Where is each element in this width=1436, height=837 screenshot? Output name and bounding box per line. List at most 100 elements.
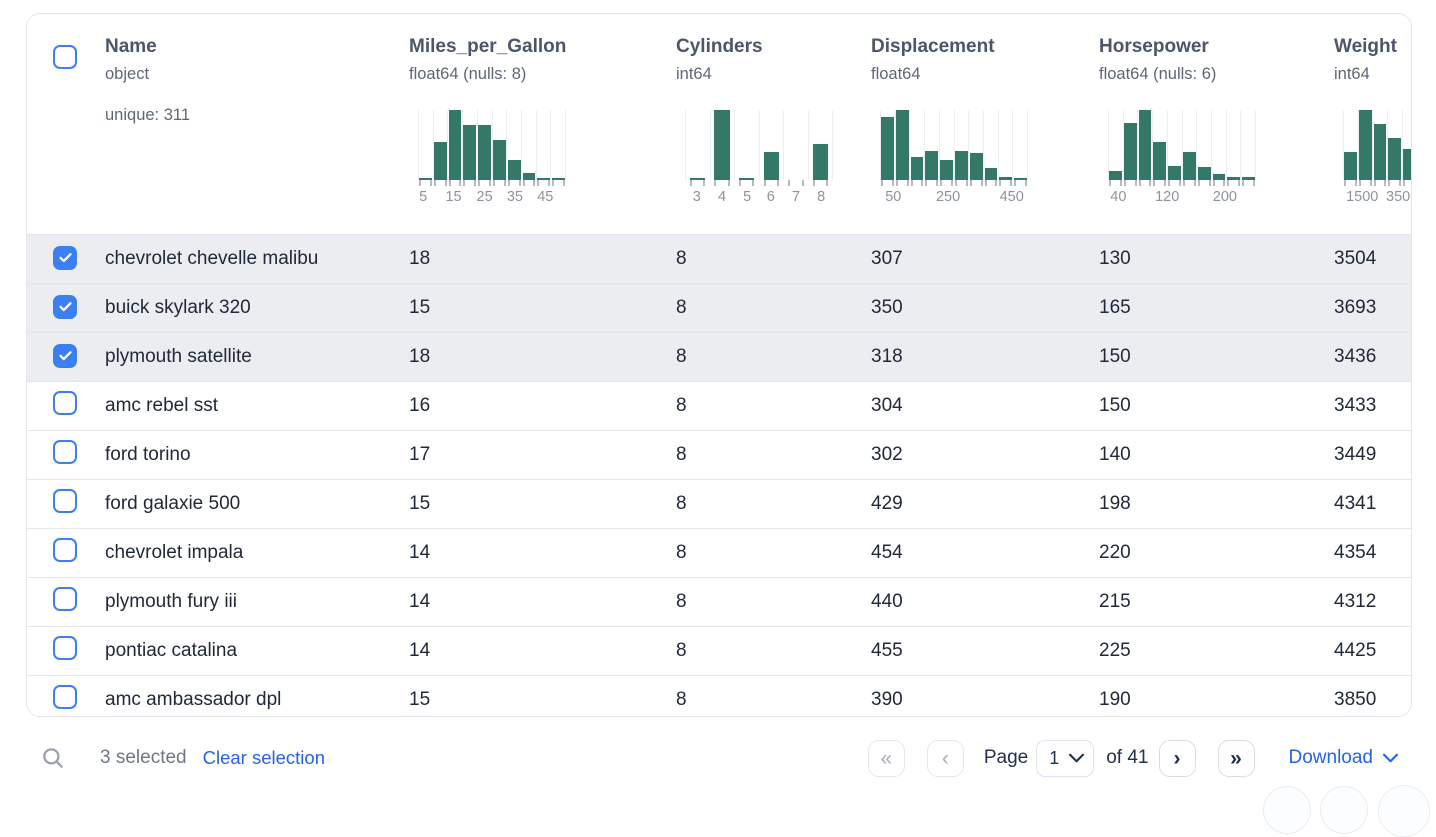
row-checkbox[interactable]: [53, 636, 77, 660]
cell-horsepower: 150: [1099, 346, 1131, 367]
column-unique-count: unique: 311: [105, 106, 191, 124]
cell-weight: 3693: [1334, 297, 1377, 318]
column-header-name[interactable]: Name object unique: 311: [105, 14, 409, 234]
column-dtype: int64: [676, 65, 712, 83]
row-checkbox-cell: [27, 343, 105, 371]
cell-name: chevrolet impala: [105, 542, 244, 563]
table-row[interactable]: chevrolet chevelle malibu 18 8 307 130 3…: [27, 234, 1411, 283]
data-table-card: Name object unique: 311 Miles_per_Gallon…: [26, 13, 1412, 717]
cell-displacement: 318: [871, 346, 903, 367]
download-label: Download: [1288, 747, 1374, 768]
column-title: Miles_per_Gallon: [409, 36, 567, 57]
row-checkbox[interactable]: [53, 538, 77, 562]
cell-cylinders: 8: [676, 346, 687, 367]
cell-displacement: 307: [871, 248, 903, 269]
page-select[interactable]: 1: [1036, 739, 1095, 777]
column-dtype: int64: [1334, 65, 1370, 83]
table-row[interactable]: plymouth satellite 18 8 318 150 3436: [27, 332, 1411, 381]
column-header-displacement[interactable]: Displacement float64 50 250 450: [871, 14, 1099, 234]
cell-name: amc rebel sst: [105, 395, 218, 416]
table-row[interactable]: plymouth fury iii 14 8 440 215 4312: [27, 577, 1411, 626]
floating-button-partial[interactable]: [1378, 785, 1430, 837]
cell-weight: 3850: [1334, 689, 1377, 710]
cell-displacement: 350: [871, 297, 903, 318]
column-title: Name: [105, 36, 157, 57]
floating-button-partial[interactable]: [1320, 786, 1368, 834]
cell-displacement: 440: [871, 591, 903, 612]
column-title: Weight: [1334, 36, 1397, 57]
cell-displacement: 454: [871, 542, 903, 563]
column-header-miles-per-gallon[interactable]: Miles_per_Gallon float64 (nulls: 8) 5 15 2…: [409, 14, 676, 234]
select-all-checkbox[interactable]: [53, 45, 77, 69]
search-icon[interactable]: [40, 745, 66, 771]
cell-displacement: 302: [871, 444, 903, 465]
histogram-weight: 15003500: [1343, 110, 1411, 211]
cell-name: plymouth satellite: [105, 346, 252, 367]
cell-cylinders: 8: [676, 689, 687, 710]
table-row[interactable]: ford torino 17 8 302 140 3449: [27, 430, 1411, 479]
download-menu[interactable]: Download: [1288, 747, 1398, 769]
cell-name: pontiac catalina: [105, 640, 238, 661]
cell-weight: 4341: [1334, 493, 1377, 514]
table-row[interactable]: pontiac catalina 14 8 455 225 4425: [27, 626, 1411, 675]
cell-miles-per-gallon: 15: [409, 297, 431, 318]
cell-displacement: 429: [871, 493, 903, 514]
row-checkbox[interactable]: [53, 440, 77, 464]
cell-weight: 3433: [1334, 395, 1377, 416]
column-dtype: object: [105, 65, 150, 83]
table-body: chevrolet chevelle malibu 18 8 307 130 3…: [27, 234, 1411, 716]
cell-name: plymouth fury iii: [105, 591, 237, 612]
cell-miles-per-gallon: 16: [409, 395, 431, 416]
cell-miles-per-gallon: 14: [409, 640, 431, 661]
prev-page-button[interactable]: ‹: [926, 739, 964, 777]
row-checkbox[interactable]: [53, 343, 77, 368]
column-dtype: float64 (nulls: 6): [1099, 65, 1217, 83]
table-row[interactable]: amc ambassador dpl 15 8 390 190 3850: [27, 675, 1411, 716]
last-page-button[interactable]: »: [1217, 739, 1255, 777]
header-checkbox-cell: [27, 14, 105, 234]
cell-weight: 4312: [1334, 591, 1377, 612]
first-page-button[interactable]: «: [867, 739, 905, 777]
column-header-horsepower[interactable]: Horsepower float64 (nulls: 6) 40 120 200: [1099, 14, 1334, 234]
next-page-button[interactable]: ›: [1158, 739, 1196, 777]
chevron-down-icon: [1383, 753, 1398, 763]
cell-cylinders: 8: [676, 395, 687, 416]
page-total-label: of 41: [1106, 747, 1149, 768]
column-title: Horsepower: [1099, 36, 1209, 57]
clear-selection-link[interactable]: Clear selection: [202, 747, 325, 768]
cell-horsepower: 220: [1099, 542, 1131, 563]
cell-weight: 3504: [1334, 248, 1377, 269]
cell-horsepower: 198: [1099, 493, 1131, 514]
cell-horsepower: 130: [1099, 248, 1131, 269]
row-checkbox-cell: [27, 636, 105, 666]
cell-horsepower: 150: [1099, 395, 1131, 416]
row-checkbox[interactable]: [53, 685, 77, 709]
table-row[interactable]: buick skylark 320 15 8 350 165 3693: [27, 283, 1411, 332]
table-row[interactable]: amc rebel sst 16 8 304 150 3433: [27, 381, 1411, 430]
cell-miles-per-gallon: 15: [409, 493, 431, 514]
row-checkbox[interactable]: [53, 294, 77, 319]
row-checkbox[interactable]: [53, 489, 77, 513]
chevron-down-icon: [1069, 753, 1085, 763]
row-checkbox[interactable]: [53, 245, 77, 270]
table-row[interactable]: ford galaxie 500 15 8 429 198 4341: [27, 479, 1411, 528]
column-header-weight[interactable]: Weight int64 15003500: [1334, 14, 1411, 234]
row-checkbox-cell: [27, 489, 105, 519]
histogram-horsepower: 40 120 200: [1108, 110, 1257, 211]
floating-button-partial[interactable]: [1263, 786, 1311, 834]
table-row[interactable]: chevrolet impala 14 8 454 220 4354: [27, 528, 1411, 577]
cell-name: chevrolet chevelle malibu: [105, 248, 319, 269]
footer-left: 3 selected Clear selection: [40, 745, 325, 771]
cell-cylinders: 8: [676, 444, 687, 465]
page-label: Page: [983, 747, 1029, 768]
cell-weight: 3449: [1334, 444, 1377, 465]
cell-name: amc ambassador dpl: [105, 689, 282, 710]
cell-cylinders: 8: [676, 640, 687, 661]
row-checkbox[interactable]: [53, 391, 77, 415]
cell-miles-per-gallon: 17: [409, 444, 431, 465]
row-checkbox[interactable]: [53, 587, 77, 611]
histogram-miles-per-gallon: 5 15 25 35 45: [418, 110, 567, 211]
row-checkbox-cell: [27, 391, 105, 421]
